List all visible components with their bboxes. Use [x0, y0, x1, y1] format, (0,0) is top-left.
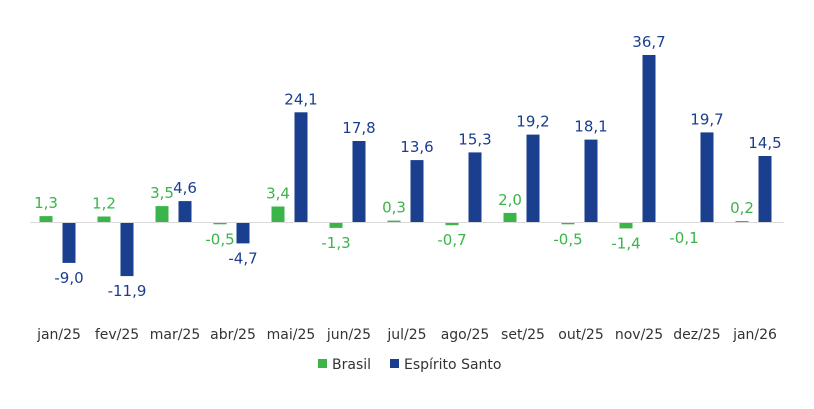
legend-label-espirito-santo: Espírito Santo	[404, 357, 501, 373]
value-label-espirito-santo: 4,6	[173, 179, 197, 197]
bar-espirito-santo	[700, 132, 714, 222]
legend: Brasil Espírito Santo	[318, 357, 501, 373]
bar-brasil	[445, 222, 459, 226]
x-tick-label: abr/25	[210, 327, 256, 343]
bar-brasil	[329, 222, 343, 228]
bar-brasil	[97, 216, 111, 222]
value-labels-group: 1,3-9,01,2-11,93,5 4,6-0,5-4,73,424,1-1,3…	[34, 33, 782, 300]
x-tick-label: out/25	[558, 327, 603, 343]
bars-group	[39, 55, 772, 277]
x-tick-label: mar/25	[150, 327, 201, 343]
bar-brasil	[387, 220, 401, 222]
value-label-brasil: 3,4	[266, 185, 290, 203]
x-tick-label: jul/25	[386, 327, 426, 343]
value-label-brasil: -0,5	[205, 230, 234, 248]
bar-brasil	[619, 222, 633, 229]
value-label-espirito-santo: 18,1	[574, 118, 607, 136]
bar-brasil	[213, 222, 227, 225]
legend-swatch-brasil	[318, 359, 327, 368]
bar-brasil	[735, 221, 749, 222]
bar-espirito-santo	[352, 141, 366, 222]
bar-espirito-santo	[294, 112, 308, 222]
bar-espirito-santo	[468, 152, 482, 222]
value-label-espirito-santo: 13,6	[400, 138, 433, 156]
x-tick-label: ago/25	[441, 327, 490, 343]
bar-espirito-santo	[758, 156, 772, 222]
value-label-espirito-santo: 19,2	[516, 113, 549, 131]
value-label-brasil: 3,5	[150, 184, 174, 202]
x-tick-label: jan/25	[36, 327, 81, 343]
value-label-brasil: 0,3	[382, 199, 406, 217]
value-label-espirito-santo: -11,9	[108, 282, 147, 300]
x-tick-label: set/25	[501, 327, 545, 343]
value-label-espirito-santo: 36,7	[632, 33, 665, 51]
x-tick-label: mai/25	[267, 327, 316, 343]
bar-espirito-santo	[526, 134, 540, 222]
value-label-brasil: -0,7	[437, 231, 466, 249]
value-label-espirito-santo: 24,1	[284, 90, 317, 108]
value-label-espirito-santo: 15,3	[458, 130, 491, 148]
bar-espirito-santo	[642, 55, 656, 222]
bar-espirito-santo	[62, 222, 76, 263]
value-label-brasil: 1,3	[34, 194, 58, 212]
x-tick-label: fev/25	[95, 327, 139, 343]
bar-brasil	[271, 206, 285, 222]
bar-espirito-santo	[584, 139, 598, 222]
value-label-brasil: 1,2	[92, 195, 116, 213]
legend-swatch-espirito-santo	[390, 359, 399, 368]
bar-espirito-santo	[120, 222, 134, 277]
value-label-espirito-santo: -4,7	[228, 249, 257, 267]
value-label-brasil: -1,3	[321, 234, 350, 252]
x-tick-label: nov/25	[615, 327, 663, 343]
value-label-brasil: 0,2	[730, 199, 754, 217]
bar-brasil	[503, 212, 517, 222]
x-tick-labels-group: jan/25 fev/25 mar/25 abr/25 mai/25 jun/25 jul/…	[36, 327, 777, 343]
bar-espirito-santo	[410, 160, 424, 222]
value-label-espirito-santo: 14,5	[748, 134, 781, 152]
x-tick-label: jan/26	[732, 327, 777, 343]
bar-brasil	[155, 206, 169, 222]
value-label-brasil: 2,0	[498, 191, 522, 209]
legend-label-brasil: Brasil	[332, 357, 371, 373]
bar-espirito-santo	[236, 222, 250, 244]
value-label-brasil: -1,4	[611, 234, 640, 252]
value-label-brasil: -0,5	[553, 230, 582, 248]
x-tick-label: dez/25	[673, 327, 720, 343]
value-label-espirito-santo: 19,7	[690, 110, 723, 128]
value-label-espirito-santo: -9,0	[54, 269, 83, 287]
bar-brasil	[561, 222, 575, 225]
bar-brasil	[39, 216, 53, 222]
value-label-brasil: -0,1	[669, 229, 698, 247]
x-tick-label: jun/25	[326, 327, 371, 343]
value-label-espirito-santo: 17,8	[342, 119, 375, 137]
bar-espirito-santo	[178, 201, 192, 222]
